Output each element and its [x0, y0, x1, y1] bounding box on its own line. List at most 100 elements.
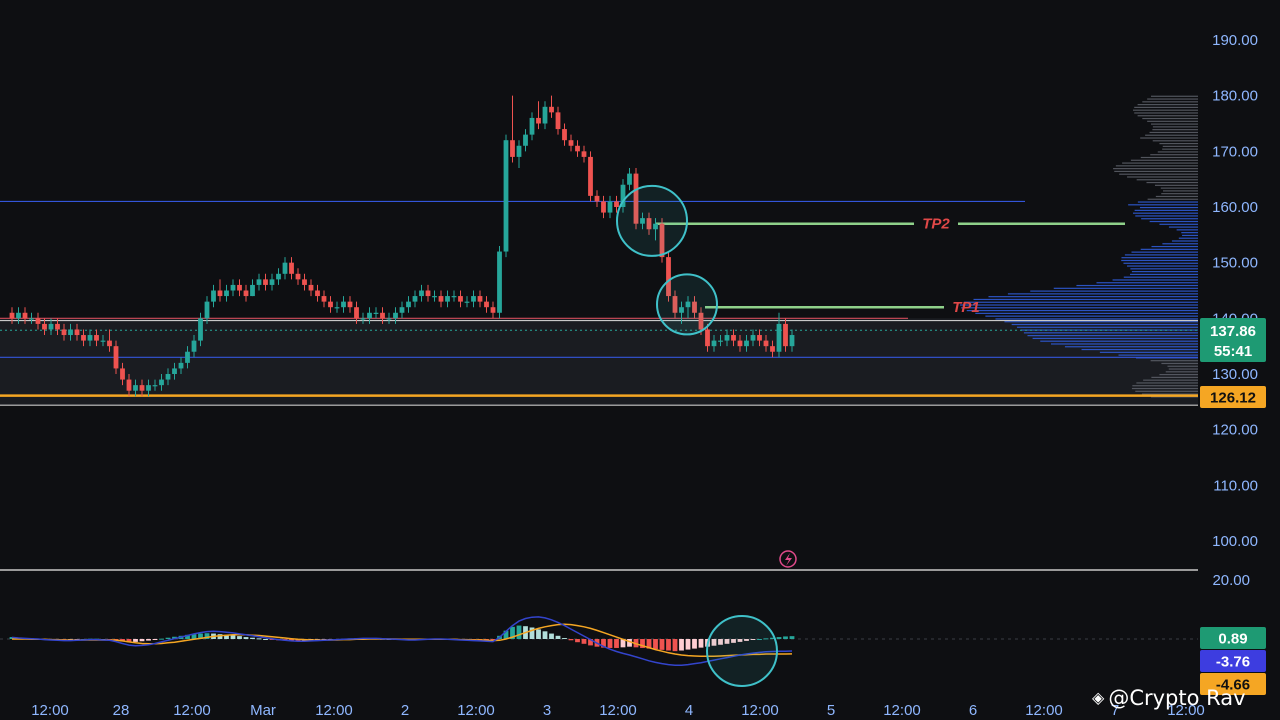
candle-body	[399, 307, 405, 313]
profile-bar	[1115, 165, 1198, 167]
macd-histogram-bar	[510, 626, 515, 639]
macd-histogram-bar	[685, 639, 691, 650]
candle-body	[614, 201, 619, 207]
profile-bar	[1124, 254, 1198, 256]
profile-bar	[1133, 109, 1198, 111]
profile-bar	[1131, 271, 1198, 273]
candle-body	[165, 374, 171, 380]
macd-histogram-bar	[185, 634, 190, 639]
macd-histogram-bar	[763, 638, 769, 640]
candle-body	[581, 151, 587, 157]
profile-bar	[1162, 243, 1198, 245]
profile-bar	[1139, 207, 1198, 209]
price-candles	[9, 95, 795, 397]
candle-body	[575, 145, 580, 152]
macd-histogram-bar	[614, 639, 619, 648]
profile-bar	[1137, 104, 1198, 106]
profile-bar	[1130, 268, 1198, 270]
candle-body	[393, 312, 398, 319]
profile-bar	[963, 301, 1198, 303]
profile-bar	[1151, 376, 1198, 378]
profile-bar	[1155, 195, 1198, 198]
candle-body	[146, 385, 151, 391]
alert-icon[interactable]	[779, 550, 797, 568]
macd-histogram-bar	[744, 639, 749, 641]
time-tick-label: 12:00	[599, 702, 637, 719]
macd-histogram-bar	[568, 639, 574, 641]
macd-histogram-bar	[263, 639, 268, 640]
profile-bar	[1140, 156, 1198, 159]
profile-bar	[1040, 340, 1198, 342]
profile-bar	[1157, 151, 1198, 153]
candle-body	[386, 318, 392, 320]
profile-bar	[1152, 140, 1198, 142]
candle-body	[737, 340, 743, 347]
lightning-icon	[785, 553, 792, 566]
time-tick-label: 12:00	[173, 702, 211, 719]
profile-bar	[1132, 212, 1198, 214]
profile-bar	[988, 296, 1198, 298]
price-tick-label: 190.00	[1212, 32, 1258, 49]
macd-histogram-bar	[172, 636, 177, 639]
profile-bar	[1149, 131, 1198, 134]
candle-body	[61, 329, 67, 336]
candle-body	[295, 273, 301, 280]
time-tick-label: 12:00	[457, 702, 495, 719]
profile-bar	[1136, 382, 1198, 384]
macd-histogram-bar	[159, 638, 164, 640]
profile-bar	[1160, 187, 1198, 189]
profile-bar	[1140, 137, 1198, 139]
candle-body	[607, 201, 613, 213]
profile-bar	[1051, 343, 1198, 345]
macd-histogram-bar	[575, 639, 580, 643]
profile-bar	[1132, 385, 1198, 387]
profile-bar	[1004, 321, 1198, 323]
candle-body	[731, 335, 736, 341]
alert-marker[interactable]	[779, 550, 797, 568]
macd-histogram-bar	[243, 637, 249, 639]
macd-histogram-bar	[718, 639, 723, 645]
profile-bar	[1141, 218, 1198, 220]
macd-histogram-bar	[503, 630, 509, 639]
candle-body	[503, 140, 509, 252]
macd-pane	[0, 569, 1198, 687]
profile-bar	[1131, 251, 1198, 253]
candle-body	[9, 312, 15, 319]
candle-body	[744, 340, 749, 347]
profile-bar	[1122, 162, 1198, 164]
range-zone-fill	[0, 318, 1198, 406]
profile-bar	[1121, 257, 1198, 259]
profile-bar	[1152, 129, 1198, 131]
macd-histogram-bar	[627, 639, 632, 647]
horizontal-levels	[0, 200, 1198, 406]
price-tick-label: 110.00	[1213, 477, 1258, 494]
macd-histogram-bar	[640, 639, 645, 648]
profile-bar	[1113, 168, 1198, 170]
profile-bar	[1150, 154, 1198, 156]
profile-bar	[1154, 184, 1198, 186]
candle-body	[653, 223, 658, 230]
profile-bar	[1143, 379, 1198, 381]
candle-body	[646, 218, 652, 230]
profile-bar	[1147, 98, 1198, 100]
highlight-circle	[616, 184, 688, 257]
candle-body	[87, 335, 93, 341]
profile-bar	[1142, 101, 1198, 103]
time-tick-label: 28	[113, 702, 130, 719]
profile-bar	[1127, 265, 1198, 267]
price-tick-label: 100.00	[1212, 533, 1258, 550]
candle-body	[276, 273, 281, 280]
macd-histogram-bar	[672, 639, 678, 652]
profile-bar	[1142, 117, 1198, 120]
candle-body	[776, 323, 782, 352]
candle-body	[256, 279, 262, 285]
time-tick-label: 7	[1111, 702, 1119, 719]
profile-bar	[1145, 134, 1198, 136]
candle-body	[94, 335, 99, 341]
profile-bar	[1135, 215, 1198, 217]
macd-histogram-bar	[698, 639, 704, 648]
candle-body	[523, 134, 528, 146]
target-label: TP1	[952, 299, 980, 316]
profile-bar	[1135, 390, 1198, 392]
